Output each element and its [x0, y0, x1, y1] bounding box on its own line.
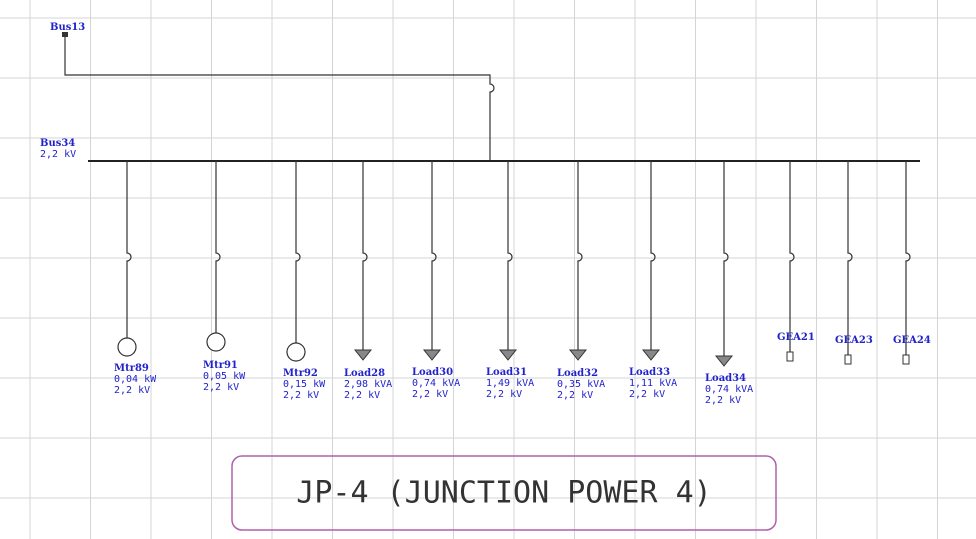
branch [723, 161, 729, 356]
device-voltage: 2,2 kV [412, 389, 448, 400]
load [568, 349, 588, 361]
branch [215, 161, 221, 333]
branch [650, 161, 656, 350]
branch [789, 161, 795, 352]
device-rating: 0,15 kW [283, 379, 326, 390]
device-rating: 0,74 kVA [705, 384, 753, 395]
branch [431, 161, 437, 350]
generator [786, 351, 794, 362]
bus-node [62, 32, 68, 37]
device-voltage: 2,2 kV [344, 390, 380, 401]
branch [126, 161, 132, 338]
device-rating: 2,98 kVA [344, 379, 392, 390]
device-voltage: 2,2 kV [705, 395, 741, 406]
device-voltage: 2,2 kV [486, 389, 522, 400]
bus-voltage: 2,2 kV [40, 149, 76, 160]
bus-label: Bus34 [40, 138, 75, 149]
generator [902, 354, 910, 365]
device-name: Load34 [705, 373, 746, 384]
load [498, 349, 518, 361]
title: JP-4 (JUNCTION POWER 4) [296, 476, 711, 511]
device-voltage: 2,2 kV [629, 389, 665, 400]
device-rating: 0,05 kW [203, 371, 246, 382]
device-name: Load33 [629, 367, 670, 378]
branch [507, 161, 513, 350]
load [641, 349, 661, 361]
device-voltage: 2,2 kV [283, 390, 319, 401]
device-name: Load31 [486, 367, 527, 378]
bus-label: Bus13 [50, 22, 85, 33]
device-name: GEA24 [893, 335, 931, 346]
title-box [231, 455, 777, 531]
connection [64, 37, 495, 161]
motor [117, 337, 137, 357]
generator [844, 354, 852, 365]
branch [295, 161, 301, 343]
device-voltage: 2,2 kV [114, 385, 150, 396]
branch [362, 161, 368, 350]
load [714, 355, 734, 367]
branch [577, 161, 583, 350]
branch [905, 161, 911, 355]
device-name: Load28 [344, 368, 385, 379]
device-name: Mtr92 [283, 368, 318, 379]
device-name: Load30 [412, 367, 453, 378]
motor [286, 342, 306, 362]
device-rating: 0,74 kVA [412, 378, 460, 389]
device-name: Mtr89 [114, 363, 149, 374]
device-name: Mtr91 [203, 360, 238, 371]
branch [847, 161, 853, 355]
device-name: GEA21 [777, 332, 815, 343]
load [353, 349, 373, 361]
motor [206, 332, 226, 352]
device-name: GEA23 [835, 335, 873, 346]
device-name: Load32 [557, 368, 598, 379]
device-rating: 0,04 kW [114, 374, 157, 385]
device-rating: 1,49 kVA [486, 378, 534, 389]
device-rating: 1,11 kVA [629, 378, 677, 389]
device-rating: 0,35 kVA [557, 379, 605, 390]
load [422, 349, 442, 361]
device-voltage: 2,2 kV [557, 390, 593, 401]
device-voltage: 2,2 kV [203, 382, 239, 393]
